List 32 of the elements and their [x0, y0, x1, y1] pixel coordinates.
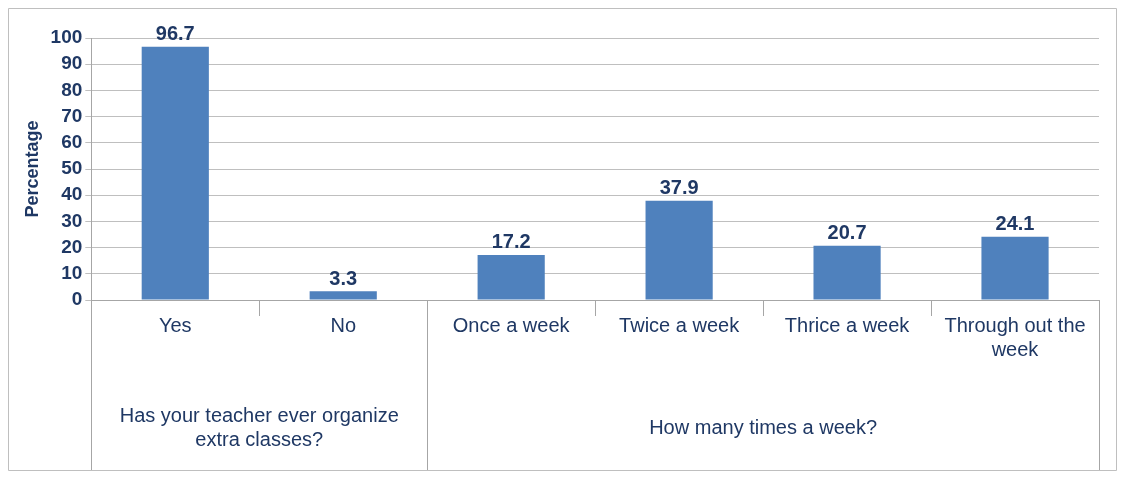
y-tick-label: 40	[61, 183, 83, 205]
x-tick-label: Once a week	[452, 313, 571, 336]
y-tick-label: 0	[71, 288, 83, 310]
y-tick-label: 20	[61, 235, 83, 257]
text: Has your teacher ever organize extra classes?	[119, 403, 399, 450]
data-label: 3.3	[329, 266, 358, 289]
bar	[645, 200, 713, 300]
x-tick-label: Twice a week	[619, 313, 741, 336]
data-label: 20.7	[827, 221, 867, 244]
y-tick-label: 80	[61, 78, 83, 100]
data-label: 37.9	[659, 176, 699, 199]
y-tick-label: 50	[61, 157, 83, 179]
y-tick-label: 30	[61, 209, 83, 231]
bar	[309, 291, 377, 300]
data-label: 24.1	[995, 212, 1035, 235]
y-tick-label: 100	[50, 26, 83, 48]
bar	[813, 245, 881, 300]
x-tick-label: Through out the week	[944, 313, 1086, 360]
y-tick-label: 90	[61, 52, 83, 74]
x-tick-label: No	[330, 313, 357, 336]
y-tick-label: 10	[61, 262, 83, 284]
y-axis-title: Percentage	[21, 120, 42, 218]
bar	[477, 254, 545, 300]
data-label: 96.7	[155, 22, 195, 45]
bar	[141, 46, 209, 300]
x-tick-label: Yes	[158, 313, 192, 336]
x-tick-label: Thrice a week	[784, 313, 911, 336]
data-label: 17.2	[491, 230, 531, 253]
text: How many times a week?	[649, 415, 878, 438]
y-tick-label: 60	[61, 131, 83, 153]
y-tick-label: 70	[61, 104, 83, 126]
bar	[981, 236, 1049, 300]
